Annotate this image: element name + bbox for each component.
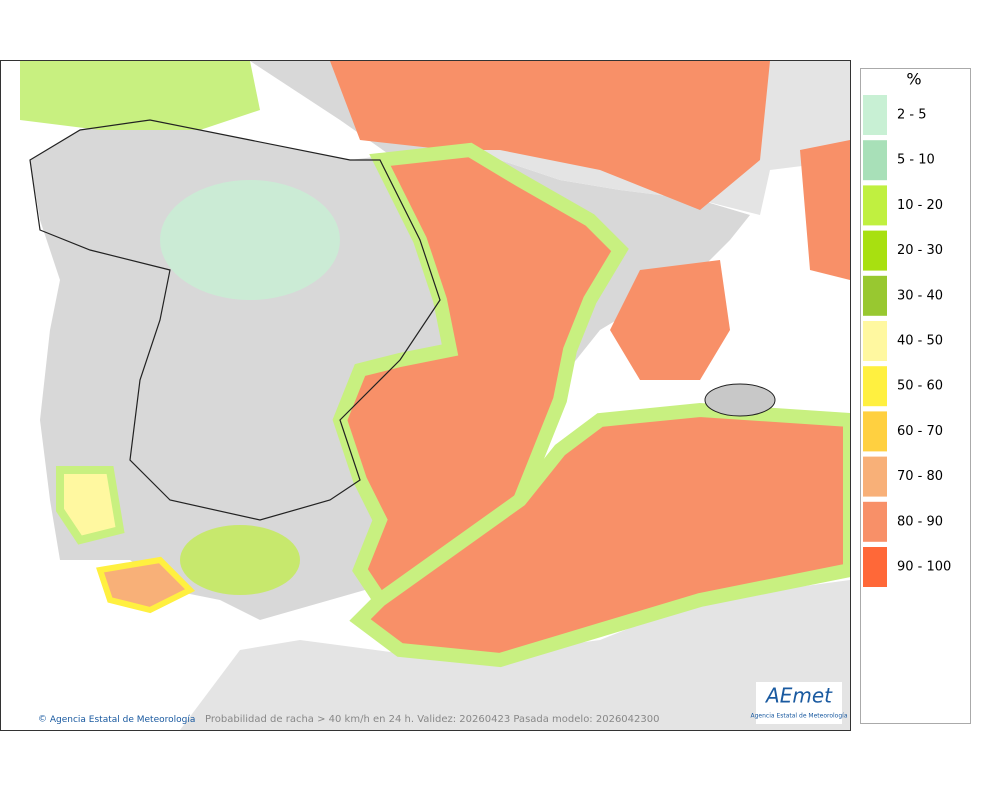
- logo-mark: AEmet: [764, 684, 833, 708]
- green-area: [20, 61, 260, 130]
- island: [704, 383, 776, 417]
- high-area: [330, 61, 770, 210]
- legend-swatch: [863, 456, 887, 497]
- legend-label: 70 - 80: [897, 469, 943, 484]
- legend-swatch: [863, 321, 887, 361]
- legend: % 2 - 5 5 - 10 10 - 20 20 - 30 30 - 40 40 - 5…: [860, 68, 971, 724]
- legend-label: 90 - 100: [897, 560, 951, 575]
- legend-swatch: [863, 140, 887, 181]
- logo-subtitle: Agencia Estatal de Meteorología: [751, 713, 848, 720]
- legend-swatch: [863, 547, 887, 587]
- legend-label: 40 - 50: [897, 334, 943, 349]
- legend-label: 20 - 30: [897, 243, 943, 258]
- legend-label: 5 - 10: [897, 153, 935, 168]
- high-area: [800, 140, 850, 280]
- legend-title: %: [906, 70, 921, 89]
- border: [29, 119, 441, 521]
- legend-label: 2 - 5: [897, 108, 927, 123]
- map: © Agencia Estatal de Meteorología Probab…: [0, 60, 851, 731]
- caption: Probabilidad de racha > 40 km/h en 24 h.…: [205, 714, 659, 725]
- legend-label: 50 - 60: [897, 379, 943, 394]
- mid-area: [56, 466, 125, 545]
- legend-swatch: [863, 185, 887, 226]
- legend-swatch: [863, 275, 887, 316]
- legend-swatch: [863, 95, 887, 135]
- credit: © Agencia Estatal de Meteorología: [38, 715, 195, 725]
- mid-area: [96, 556, 196, 614]
- high-area: [610, 260, 730, 380]
- legend-label: 60 - 70: [897, 424, 943, 439]
- legend-swatch: [863, 230, 887, 271]
- low-area: [180, 525, 300, 595]
- legend-swatch: [863, 411, 887, 452]
- legend-swatch: [863, 501, 887, 542]
- legend-label: 80 - 90: [897, 514, 943, 529]
- low-area: [160, 180, 340, 300]
- legend-label: 10 - 20: [897, 198, 943, 213]
- legend-label: 30 - 40: [897, 288, 943, 303]
- legend-swatch: [863, 366, 887, 407]
- high-area: [349, 402, 850, 668]
- logo-box: [756, 682, 842, 724]
